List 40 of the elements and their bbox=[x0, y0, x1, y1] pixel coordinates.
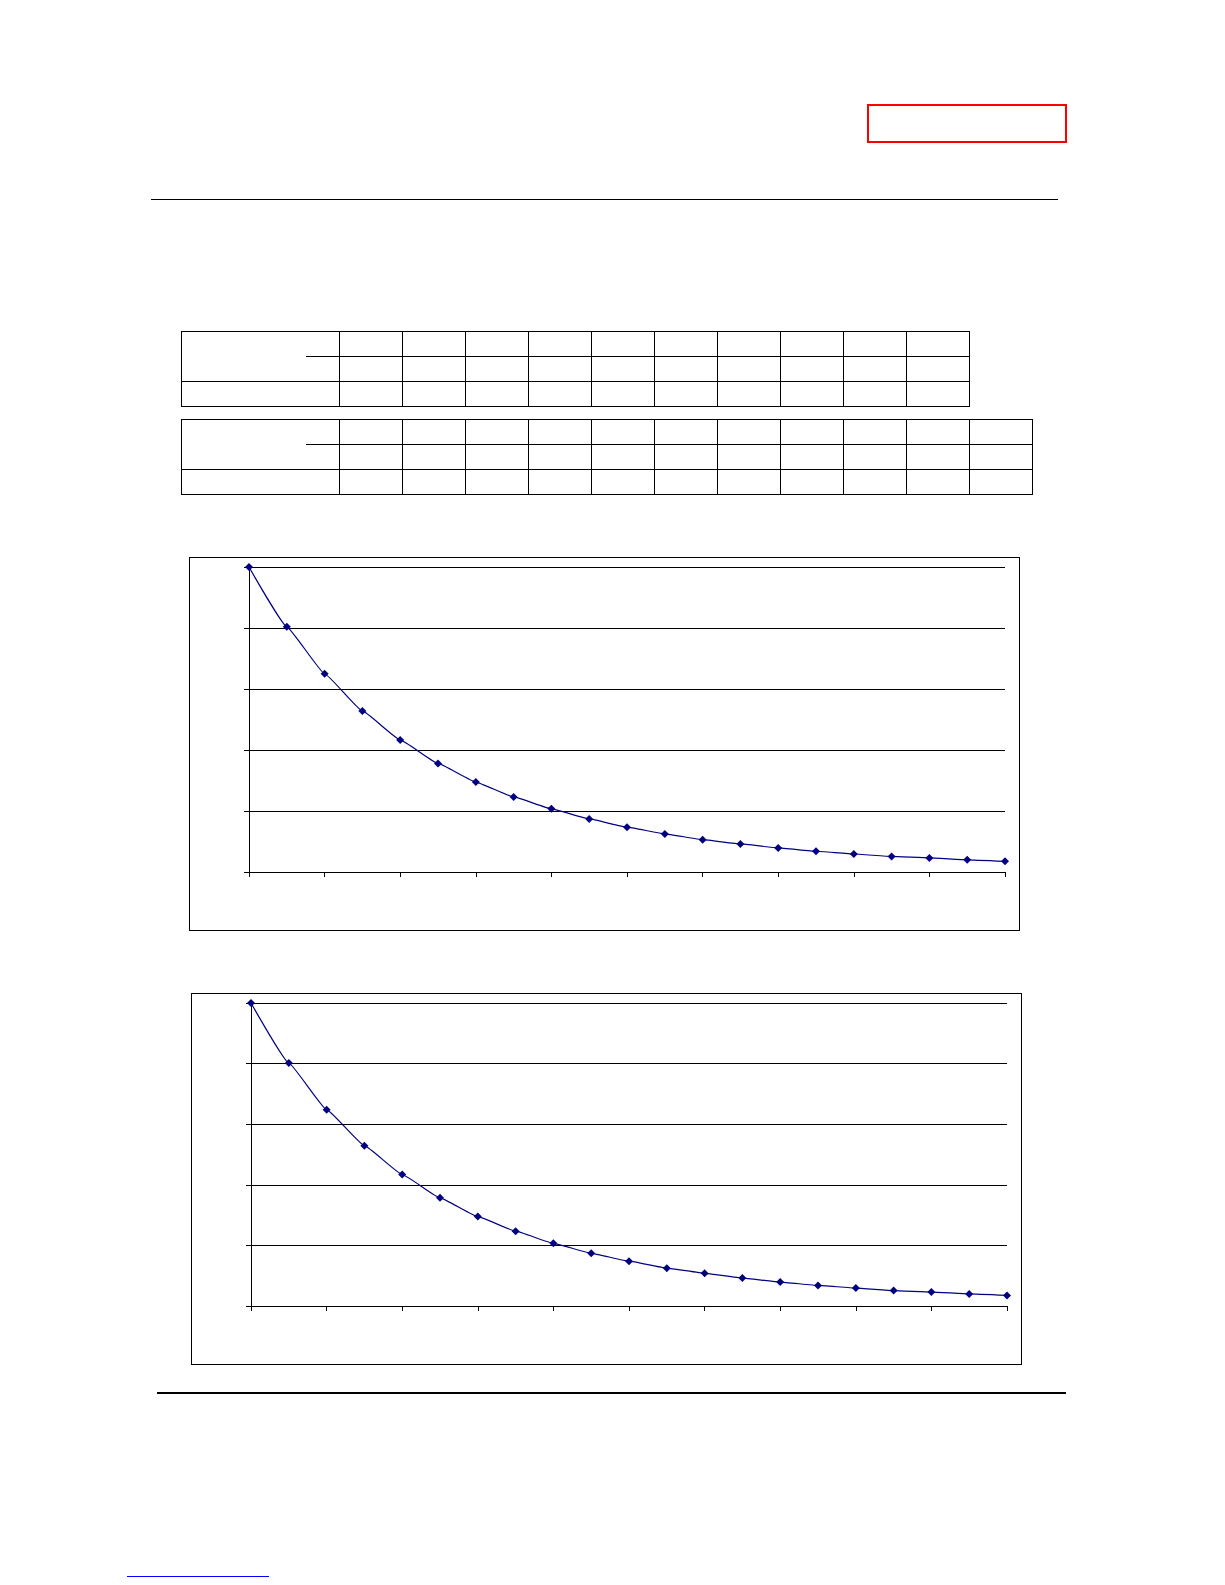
point bbox=[927, 1288, 936, 1297]
point bbox=[963, 855, 972, 864]
point bbox=[625, 1257, 633, 1266]
point bbox=[812, 847, 820, 856]
point bbox=[320, 669, 329, 678]
point bbox=[434, 759, 442, 768]
point bbox=[965, 1289, 974, 1298]
point bbox=[360, 1141, 369, 1150]
point bbox=[925, 853, 934, 862]
point bbox=[851, 1284, 860, 1293]
point bbox=[549, 1239, 558, 1248]
point bbox=[1003, 1291, 1011, 1300]
point bbox=[547, 804, 556, 813]
point bbox=[736, 839, 745, 848]
point bbox=[887, 852, 896, 861]
point bbox=[587, 1249, 596, 1258]
point bbox=[698, 835, 707, 844]
point bbox=[776, 1278, 785, 1287]
point bbox=[585, 814, 594, 823]
point bbox=[396, 735, 405, 744]
point bbox=[662, 1264, 671, 1273]
point bbox=[511, 1227, 520, 1236]
point bbox=[471, 778, 480, 787]
point bbox=[1001, 857, 1009, 866]
point bbox=[660, 829, 669, 838]
point bbox=[509, 792, 518, 801]
point bbox=[889, 1286, 898, 1295]
point bbox=[814, 1281, 822, 1290]
point bbox=[398, 1170, 407, 1179]
point bbox=[284, 1058, 293, 1067]
point bbox=[774, 843, 783, 852]
point bbox=[282, 622, 291, 631]
point bbox=[322, 1105, 331, 1114]
point bbox=[473, 1212, 482, 1221]
point bbox=[623, 823, 631, 832]
point bbox=[700, 1269, 709, 1278]
point bbox=[738, 1274, 747, 1283]
point bbox=[358, 706, 367, 715]
point bbox=[436, 1193, 444, 1202]
point bbox=[849, 850, 858, 859]
